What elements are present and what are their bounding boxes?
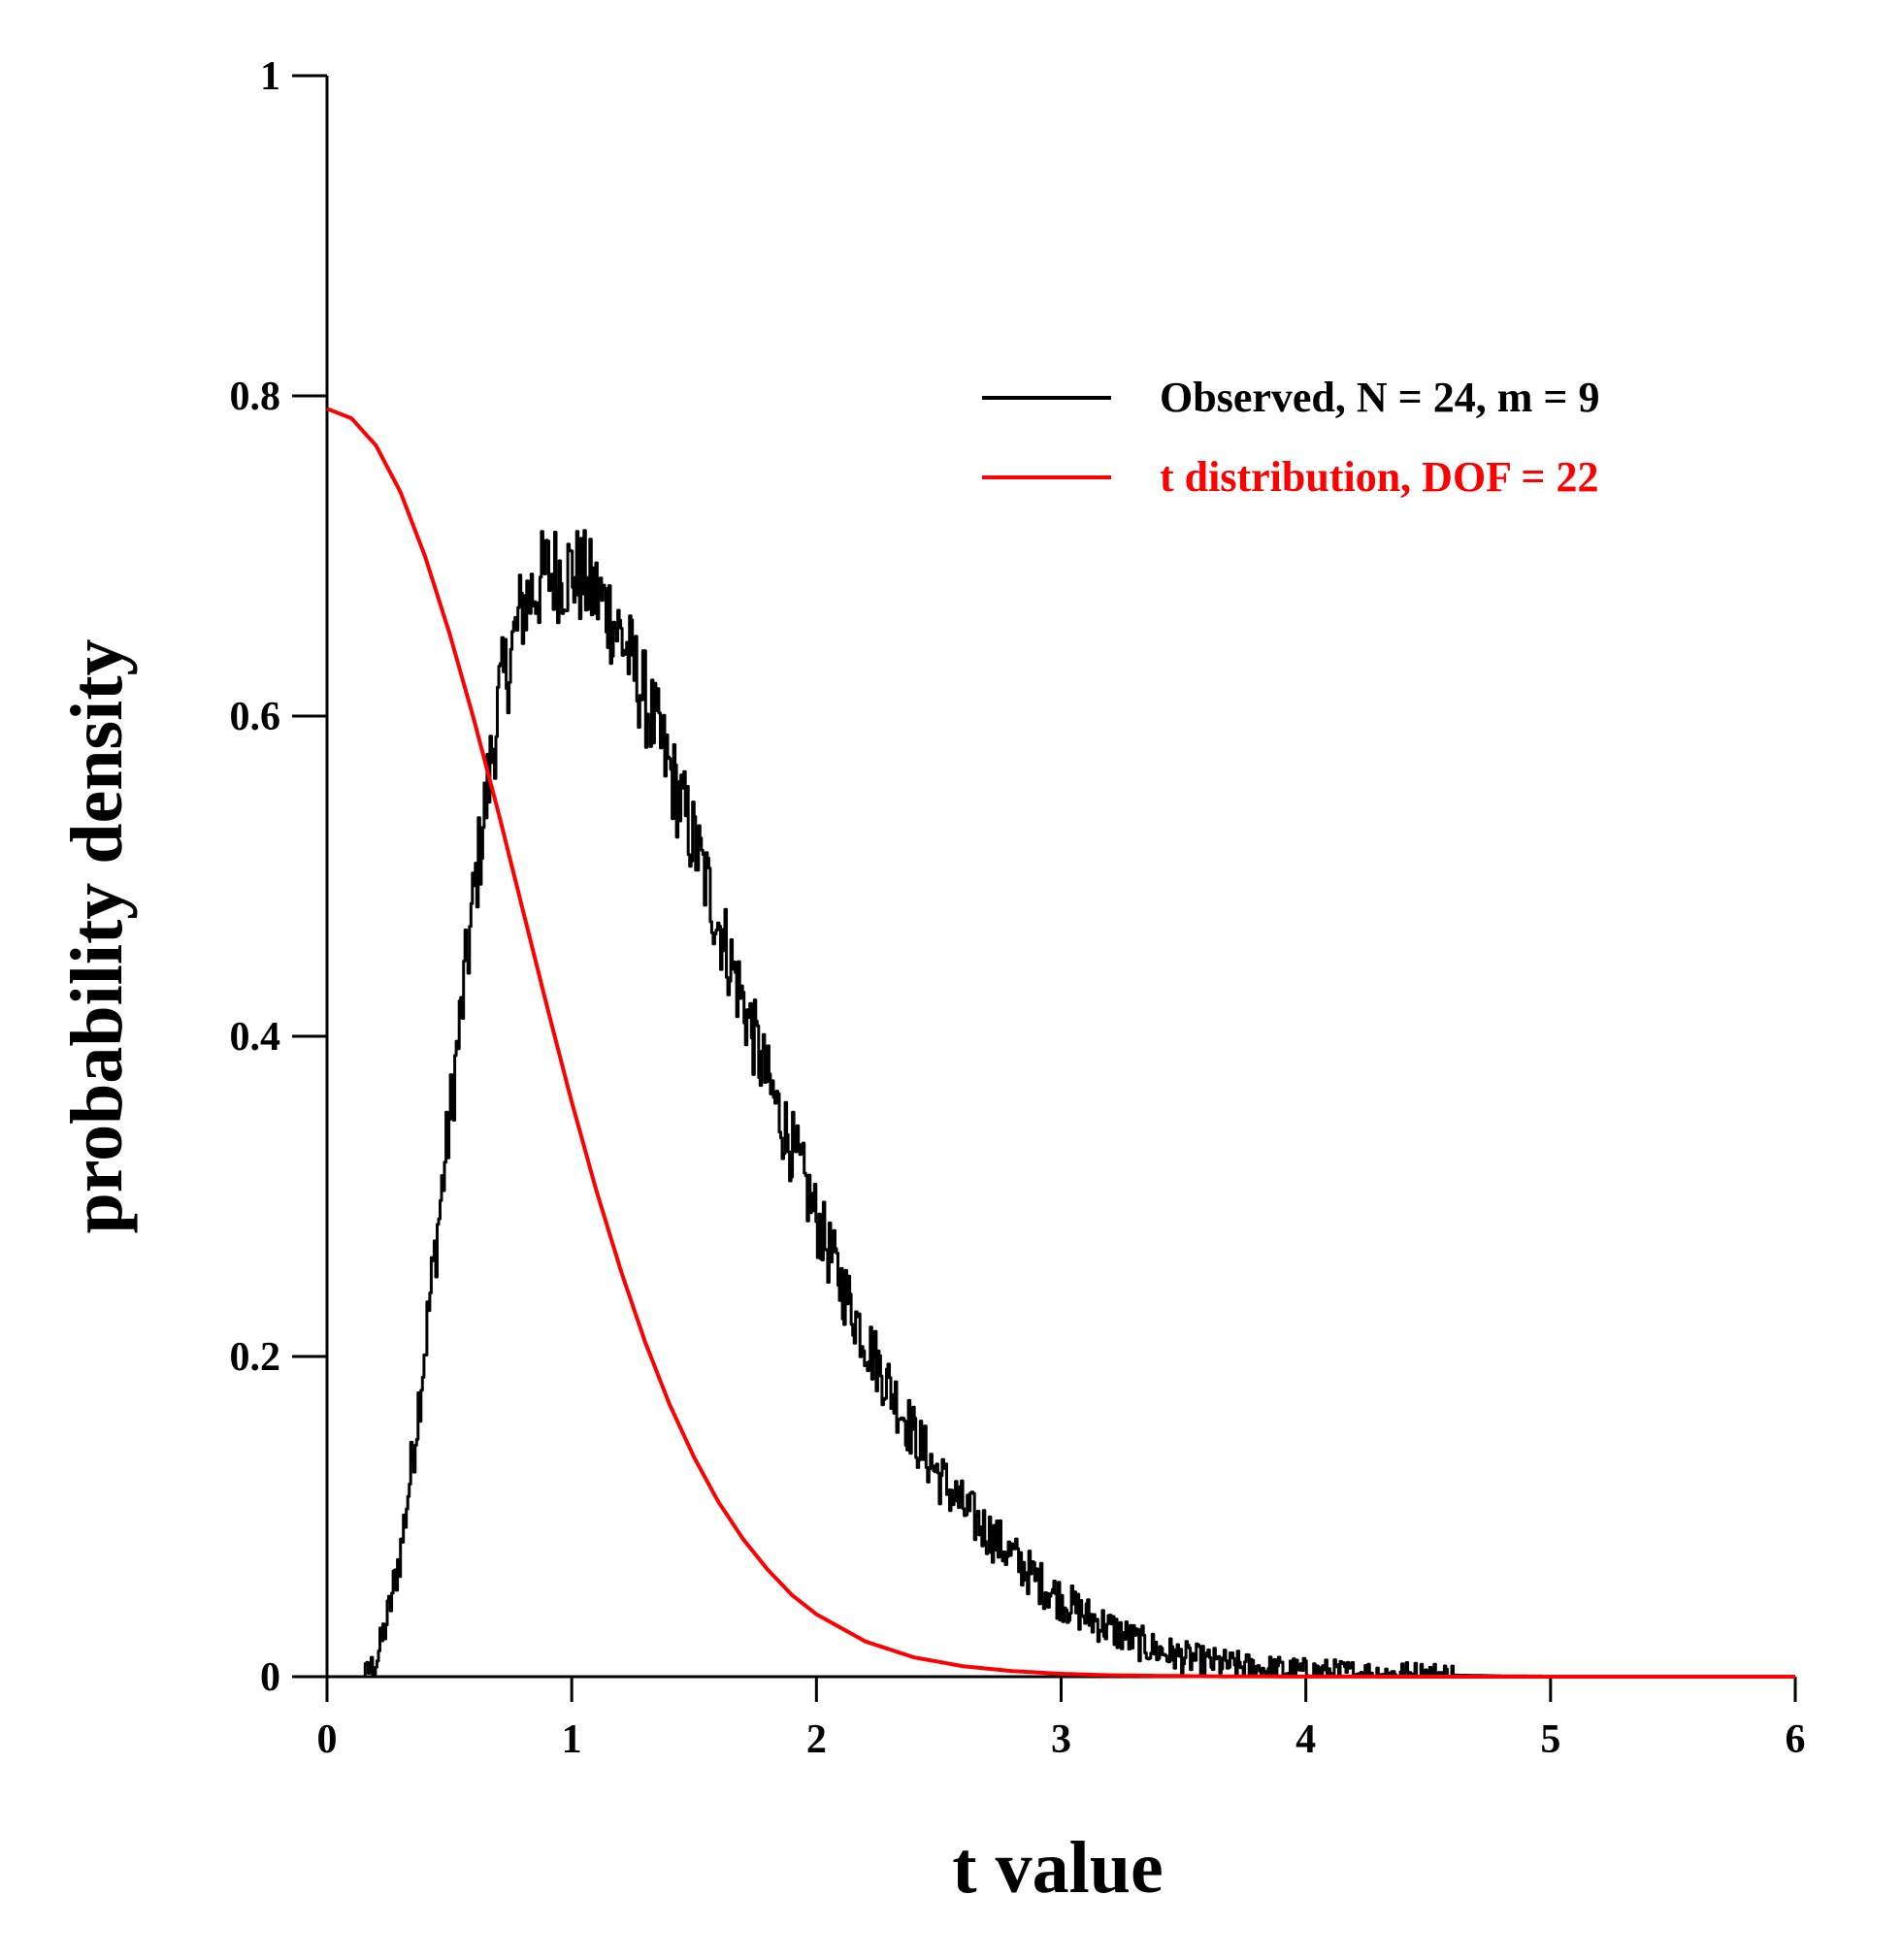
x-tick-label: 3 (1051, 1717, 1071, 1762)
x-tick-label: 5 (1540, 1717, 1560, 1762)
legend-label-t-distribution: t distribution, DOF = 22 (1160, 453, 1598, 501)
x-tick-label: 0 (317, 1717, 338, 1762)
y-tick-label: 0.2 (230, 1335, 281, 1380)
x-tick-label: 2 (806, 1717, 827, 1762)
y-axis-title: probability density (56, 638, 138, 1233)
t-distribution-series-line (326, 407, 1795, 1679)
x-tick-label: 6 (1786, 1717, 1806, 1762)
axes: 0 0.2 0.4 0.6 0.8 1 0 1 2 3 4 5 6 (230, 54, 1806, 1762)
observed-series-line (327, 529, 1795, 1679)
y-tick-label: 0 (260, 1655, 280, 1700)
x-tick-label: 1 (562, 1717, 582, 1762)
x-ticks: 0 1 2 3 4 5 6 (317, 1677, 1806, 1762)
y-tick-label: 0.6 (230, 695, 281, 739)
y-tick-label: 1 (260, 54, 280, 99)
legend: Observed, N = 24, m = 9 t distribution, … (982, 374, 1599, 501)
plot-series (326, 407, 1795, 1679)
y-tick-label: 0.8 (230, 375, 281, 419)
y-ticks: 0 0.2 0.4 0.6 0.8 1 (230, 54, 327, 1700)
x-tick-label: 4 (1295, 1717, 1316, 1762)
y-tick-label: 0.4 (230, 1015, 281, 1060)
x-axis-title: t value (952, 1827, 1163, 1909)
legend-label-observed: Observed, N = 24, m = 9 (1160, 374, 1599, 421)
